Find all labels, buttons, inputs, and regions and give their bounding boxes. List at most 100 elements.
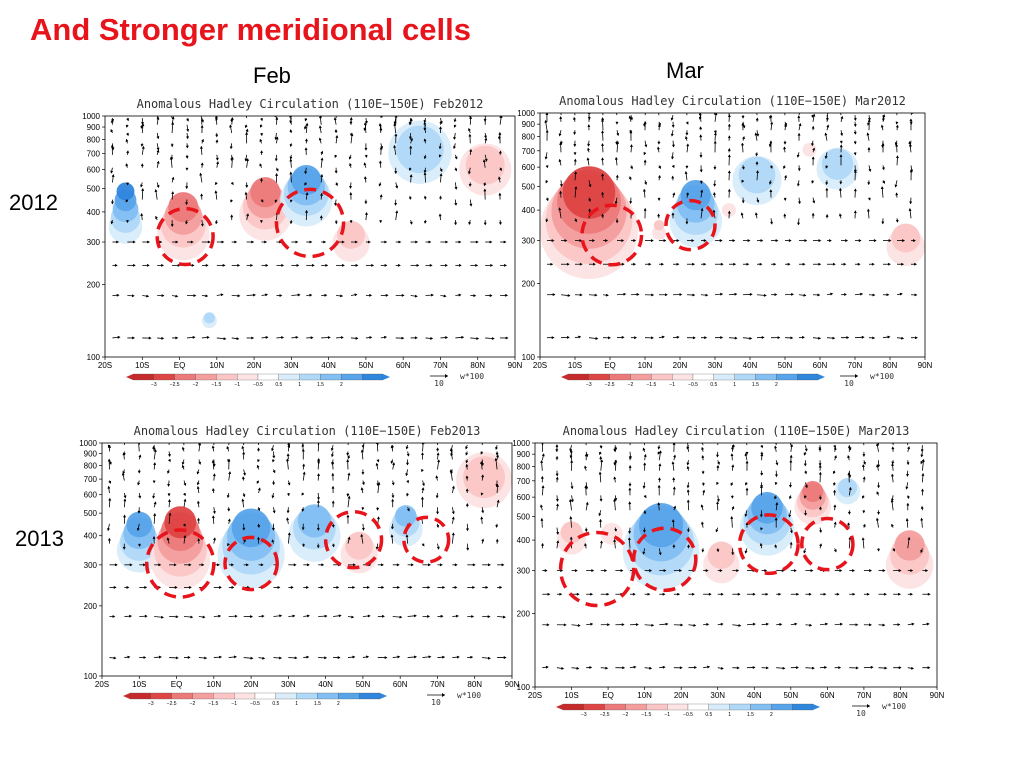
wind-vector-head: [633, 665, 637, 669]
wind-vector-head: [853, 131, 857, 135]
wind-vector-head: [175, 294, 179, 298]
wind-vector-head: [756, 199, 760, 203]
column-label-feb: Feb: [253, 63, 291, 88]
wind-vector-head: [647, 592, 651, 596]
x-tick-label: 50N: [356, 680, 371, 689]
wind-vector-head: [665, 622, 669, 626]
wind-vector-head: [423, 195, 427, 199]
wind-vector-head: [811, 114, 815, 118]
wind-vector-head: [227, 543, 230, 547]
wind-vector-head: [774, 517, 778, 521]
wind-vector-head: [727, 135, 731, 139]
wind-vector-head: [687, 544, 690, 548]
wind-vector-head: [573, 116, 576, 120]
anomaly-red-4: [345, 531, 374, 560]
wind-vector-head: [868, 117, 871, 121]
wind-vector-head: [636, 293, 640, 296]
wind-vector-head: [545, 665, 549, 669]
wind-vector-head: [686, 143, 690, 147]
wind-vector-head: [745, 487, 749, 491]
wind-vector-head: [584, 465, 587, 469]
wind-vector: [714, 113, 716, 116]
anomaly-blue-1: [203, 312, 215, 324]
y-tick-label: 100: [84, 672, 98, 681]
wind-vector-head: [465, 460, 469, 464]
x-tick-label: 10S: [564, 691, 578, 700]
wind-vector-head: [658, 166, 661, 169]
wind-vector-head: [912, 239, 916, 242]
wind-vector-head: [214, 182, 218, 185]
x-tick-label: 50N: [359, 361, 374, 370]
wind-vector-head: [187, 656, 191, 659]
wind-vector-head: [862, 495, 865, 499]
wind-vector-head: [621, 623, 625, 627]
wind-vector-head: [361, 527, 365, 531]
wind-vector-head: [423, 138, 427, 142]
colorbar-swatch: [609, 373, 631, 381]
wind-vector-head: [643, 159, 647, 163]
wind-vector-head: [346, 452, 350, 456]
wind-vector-head: [685, 108, 687, 110]
wind-vector-head: [717, 499, 720, 503]
wind-vector-head: [421, 496, 424, 500]
x-tick-label: 30N: [708, 361, 723, 370]
wind-vector-head: [910, 569, 914, 572]
wind-vector-head: [679, 666, 683, 670]
wind-vector-head: [588, 184, 592, 188]
colorbar-tick-label: 1.5: [752, 382, 759, 388]
wind-vector-head: [383, 335, 388, 339]
wind-vector-head: [122, 471, 126, 475]
wind-vector-head: [289, 199, 293, 203]
wind-vector-head: [732, 239, 736, 242]
wind-vector-head: [779, 623, 783, 626]
wind-vector-head: [200, 145, 203, 149]
wind-vector-head: [812, 200, 816, 204]
wind-vector-head: [657, 484, 661, 488]
wind-vector-head: [181, 464, 185, 468]
wind-vector-head: [592, 262, 596, 266]
wind-vector-head: [693, 623, 697, 627]
wind-vector-head: [869, 569, 873, 572]
wind-vector-head: [499, 586, 503, 589]
wind-vector-head: [701, 549, 705, 553]
wind-vector-head: [540, 504, 543, 508]
wind-vector-head: [599, 518, 602, 522]
wind-vector-head: [454, 168, 458, 172]
colorbar-swatch: [729, 703, 751, 711]
wind-vector-head: [727, 123, 731, 127]
wind-vector-head: [293, 563, 297, 567]
wind-vector-head: [692, 293, 696, 297]
y-tick-label: 700: [87, 149, 101, 158]
chart-feb-2012: Anomalous Hadley Circulation (110E−150E)…: [70, 88, 522, 398]
wind-vector-head: [289, 120, 293, 124]
wind-vector-head: [833, 504, 837, 508]
wind-vector-head: [601, 173, 604, 177]
wind-vector-head: [287, 482, 291, 486]
wind-vector-head: [363, 122, 367, 126]
wind-vector-head: [795, 666, 799, 669]
wind-vector-head: [469, 203, 473, 207]
wind-vector-head: [804, 239, 808, 242]
wind-vector-head: [901, 336, 905, 340]
wind-vector-head: [569, 536, 573, 540]
wind-vector-head: [318, 137, 322, 141]
wind-vector-head: [799, 110, 801, 112]
wind-vector-head: [275, 116, 279, 120]
anomaly-red-2: [168, 192, 199, 223]
wind-vector-head: [848, 474, 852, 479]
wind-vector-head: [271, 448, 274, 452]
wind-vector-head: [587, 147, 590, 151]
wind-vector-head: [555, 455, 559, 459]
wind-vector-head: [684, 170, 688, 175]
colorbar-tick-label: −2: [190, 701, 196, 707]
wind-vector-head: [744, 452, 748, 457]
wind-vector-head: [355, 336, 359, 340]
wind-vector-head: [833, 482, 836, 486]
wind-vector-head: [480, 451, 484, 455]
wind-vector-head: [661, 335, 665, 339]
wind-vector-head: [481, 474, 485, 478]
slide-title: And Stronger meridional cells: [30, 12, 471, 47]
wind-vector-head: [125, 199, 129, 203]
wind-vector-head: [558, 133, 562, 137]
wind-vector-head: [727, 114, 731, 118]
